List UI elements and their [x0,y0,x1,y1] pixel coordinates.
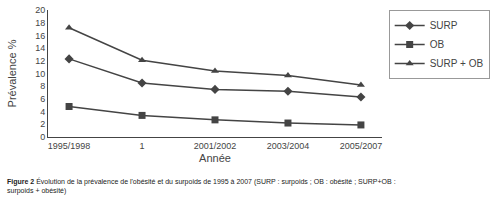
svg-text:SURP + OB: SURP + OB [430,58,484,69]
svg-text:1: 1 [140,141,145,151]
svg-text:4: 4 [40,107,45,117]
svg-text:0: 0 [40,132,45,142]
svg-text:OB: OB [430,39,445,50]
svg-text:12: 12 [35,56,45,66]
svg-text:Figure 2 Évolution de la préva: Figure 2 Évolution de la prévalence de l… [7,177,396,195]
svg-text:14: 14 [35,43,45,53]
svg-text:20: 20 [35,5,45,15]
svg-text:SURP: SURP [430,20,458,31]
svg-text:6: 6 [40,94,45,104]
svg-text:8: 8 [40,81,45,91]
svg-text:Année: Année [199,152,231,164]
svg-text:16: 16 [35,31,45,41]
svg-text:2005/2007: 2005/2007 [340,141,383,151]
svg-text:2001/2002: 2001/2002 [194,141,237,151]
svg-text:10: 10 [35,69,45,79]
svg-text:2003/2004: 2003/2004 [267,141,310,151]
svg-text:Prévalence %: Prévalence % [6,39,18,107]
svg-text:2: 2 [40,119,45,129]
svg-text:1995/1998: 1995/1998 [48,141,91,151]
svg-text:18: 18 [35,18,45,28]
